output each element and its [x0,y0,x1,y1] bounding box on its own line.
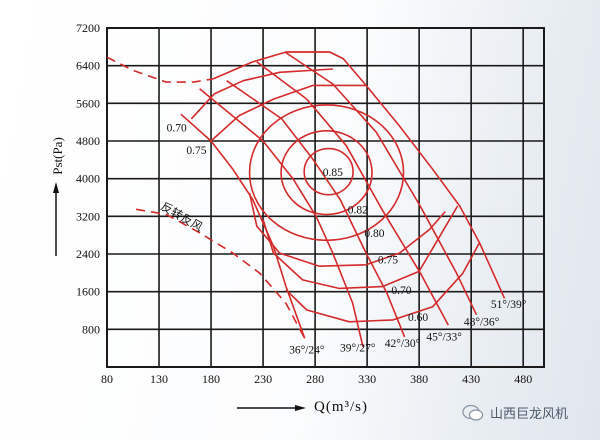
dashed-curve [135,208,307,341]
dashed-curve [106,56,214,83]
x-tick-label: 180 [202,372,220,386]
blade-angle-curve [286,51,506,299]
tick-labels: 80 130 180 230 280 330 380 430 480 800 1600 2400 320… [76,21,532,386]
blade-angle-label: 45°/33° [426,332,462,344]
y-tick-label: 3200 [76,209,100,223]
efficiency-contour [190,68,333,120]
blade-angle-curve [199,88,364,347]
y-tick-label: 7200 [76,21,100,35]
blade-angle-label: 51°/39° [491,299,527,311]
x-axis-label: Q(m³/s) [314,399,368,415]
y-tick-label: 5600 [76,96,100,110]
efficiency-contour [248,104,405,242]
blade-angle-curve [226,80,406,338]
watermark-text: 山西巨龙风机 [490,407,569,422]
efficiency-contour [303,147,354,196]
y-tick-label: 800 [82,322,100,336]
efficiency-label: 0.75 [186,145,206,157]
y-tick-label: 6400 [76,59,100,73]
x-tick-label: 130 [150,372,168,386]
wechat-icon [462,404,484,421]
efficiency-label: 0.70 [391,285,411,297]
curves [106,51,506,347]
x-axis-arrow-head [295,405,306,411]
blade-angle-label: 36°/24° [289,344,325,356]
efficiency-contour [285,242,481,323]
blade-angle-curve [256,61,450,326]
blade-angle-curve [284,51,478,316]
efficiency-contour [262,205,459,290]
efficiency-contour [248,192,446,268]
y-axis-label: Pst(Pa) [50,137,65,175]
efficiency-label: 0.80 [364,228,384,240]
x-tick-label: 480 [514,372,532,386]
x-tick-label: 80 [101,372,113,386]
y-axis-arrow-head [53,182,59,193]
boundary-curve [212,51,330,80]
efficiency-contour [210,84,367,142]
y-tick-label: 4000 [76,172,100,186]
efficiency-label: 0.70 [167,123,187,135]
x-tick-label: 280 [306,372,324,386]
efficiency-label: 0.82 [348,205,368,217]
x-tick-label: 430 [462,372,480,386]
grid [106,27,545,368]
watermark: 山西巨龙风机 [462,403,568,422]
x-tick-label: 380 [410,372,428,386]
efficiency-label: 0.75 [378,254,398,266]
efficiency-label: 0.85 [323,167,343,179]
y-tick-label: 1600 [76,285,100,299]
efficiency-label: 0.60 [408,312,428,324]
efficiency-contour [280,129,373,216]
blade-angle-label: 48°/36° [464,317,500,329]
y-tick-label: 4800 [76,134,100,148]
y-tick-label: 2400 [76,247,100,261]
x-tick-label: 230 [254,372,272,386]
blade-angle-label: 42°/30° [385,338,421,350]
x-tick-label: 330 [358,372,376,386]
blade-angle-label: 39°/27° [340,342,376,354]
